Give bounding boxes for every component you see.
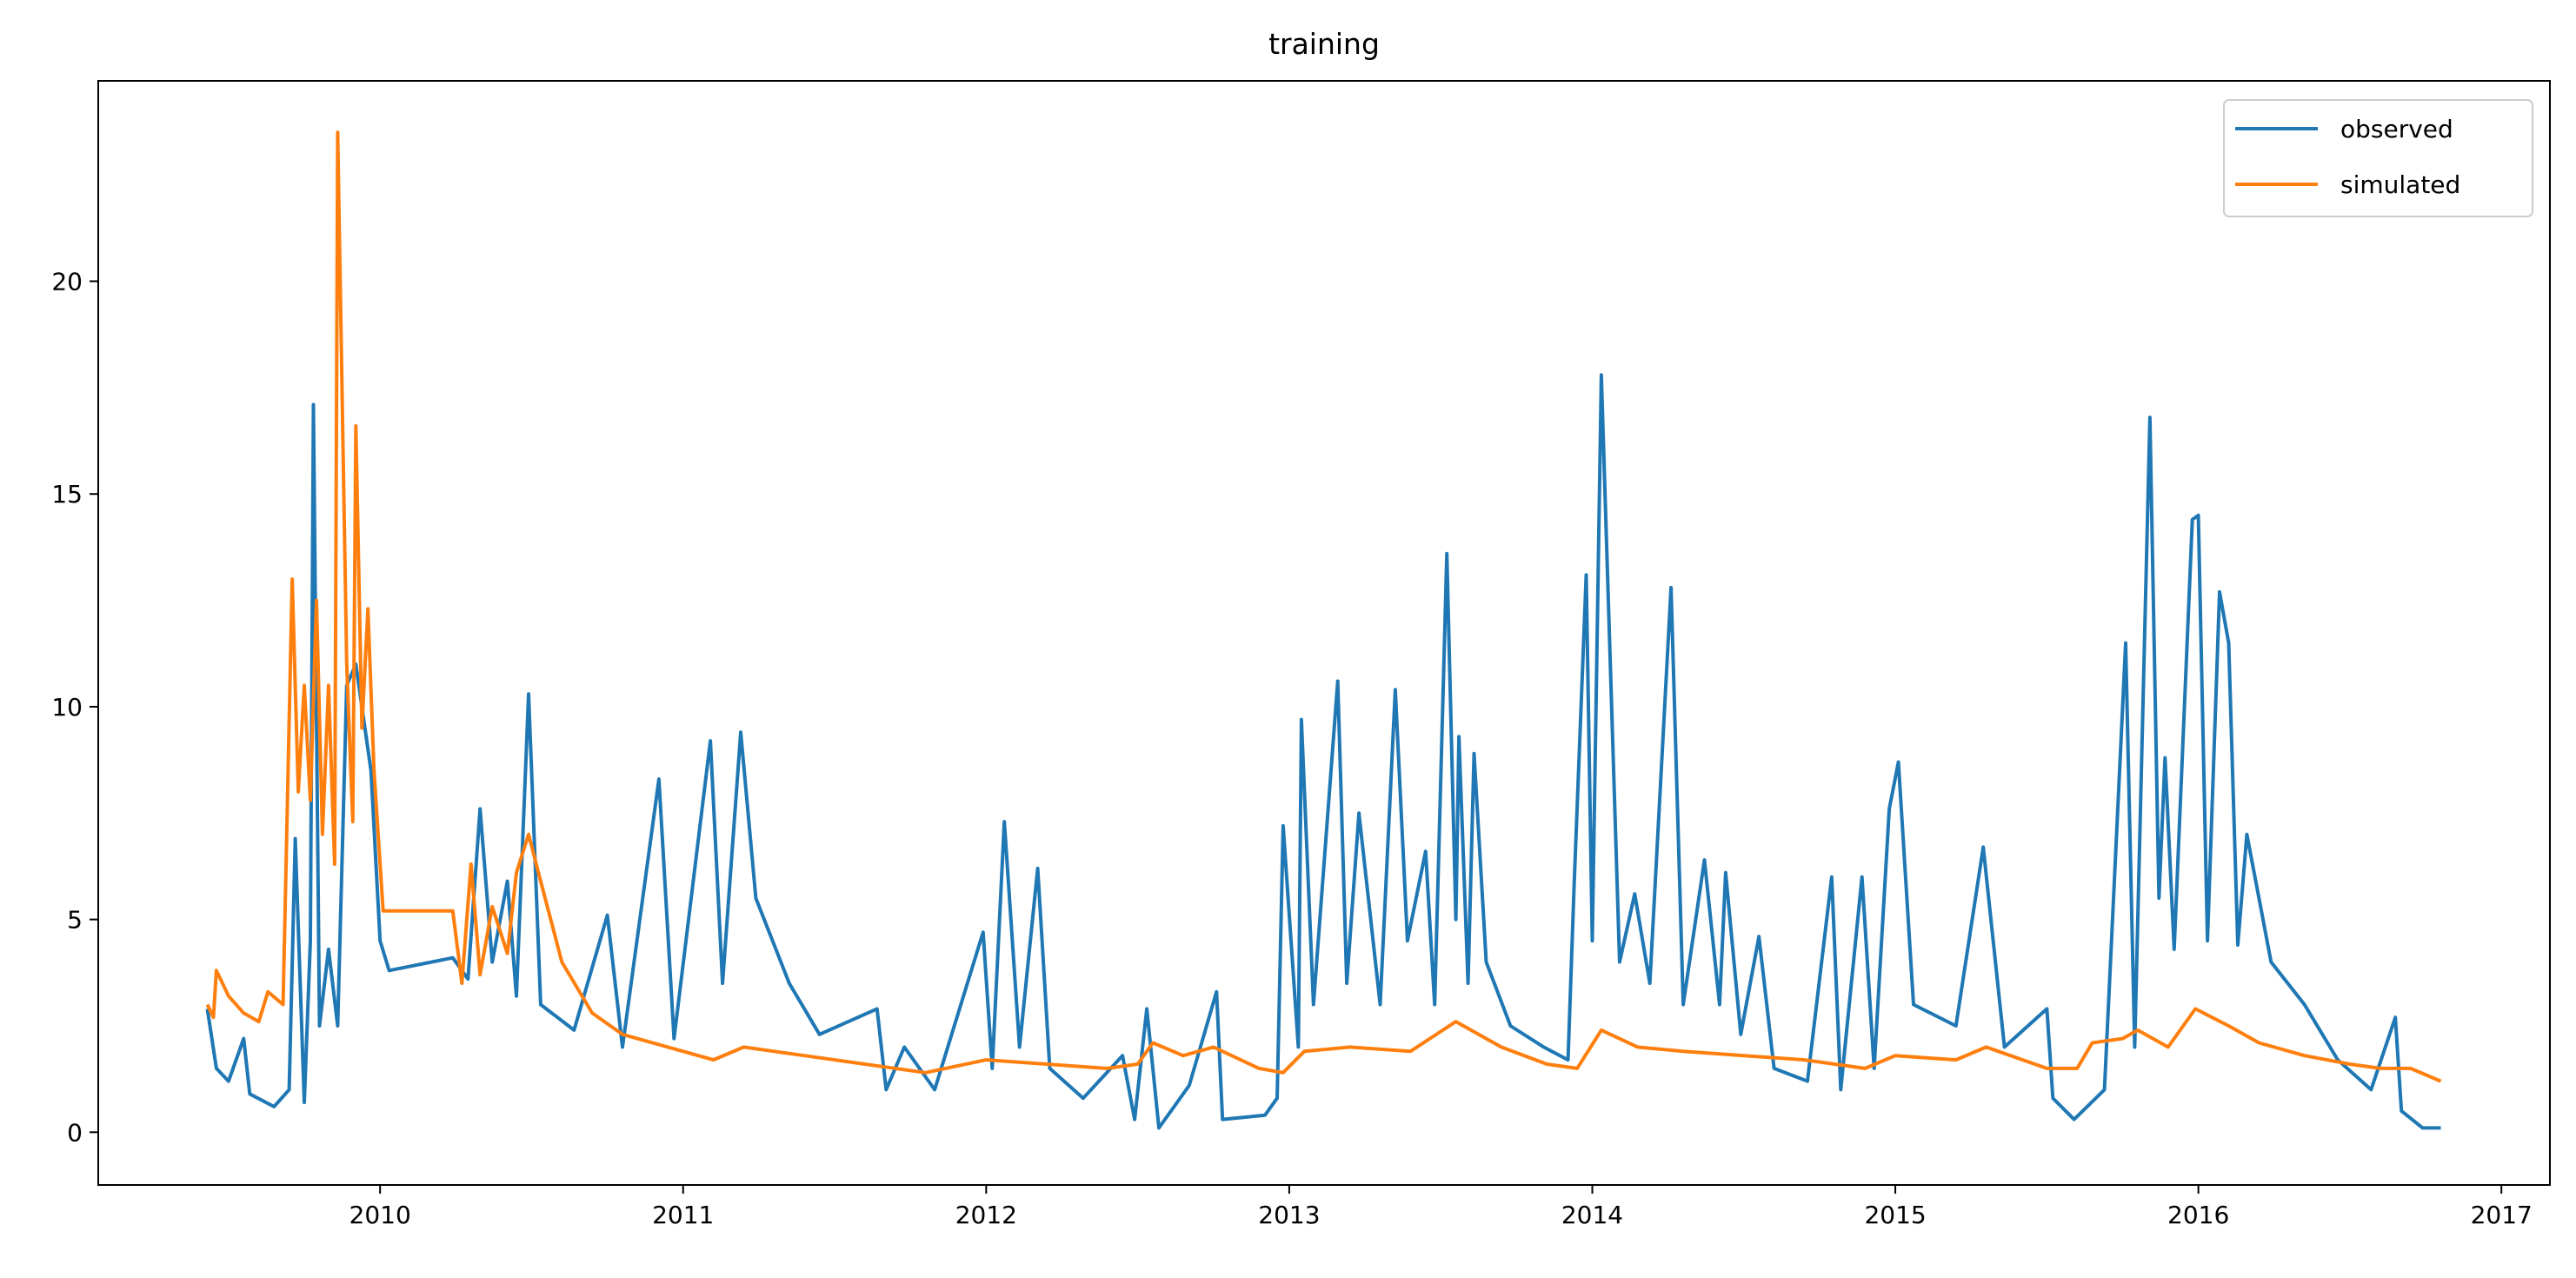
- x-tick-label: 2012: [955, 1201, 1017, 1229]
- x-tick-label: 2017: [2471, 1201, 2533, 1229]
- y-tick-label: 15: [51, 480, 83, 509]
- x-tick-label: 2011: [652, 1201, 714, 1229]
- y-tick-label: 20: [51, 268, 83, 296]
- legend-label: observed: [2340, 115, 2453, 143]
- x-tick-label: 2014: [1561, 1201, 1623, 1229]
- x-tick-label: 2015: [1864, 1201, 1926, 1229]
- x-tick-label: 2016: [2167, 1201, 2229, 1229]
- y-tick-label: 5: [67, 906, 83, 935]
- x-tick-label: 2013: [1258, 1201, 1320, 1229]
- series-line: [205, 130, 2442, 1083]
- legend-label: simulated: [2340, 170, 2460, 199]
- chart-title: training: [1268, 27, 1380, 61]
- x-tick-label: 2010: [349, 1201, 411, 1229]
- y-tick-label: 0: [67, 1118, 83, 1147]
- y-tick-label: 10: [51, 693, 83, 722]
- series-line: [205, 373, 2441, 1130]
- axes-frame: [97, 80, 2551, 1186]
